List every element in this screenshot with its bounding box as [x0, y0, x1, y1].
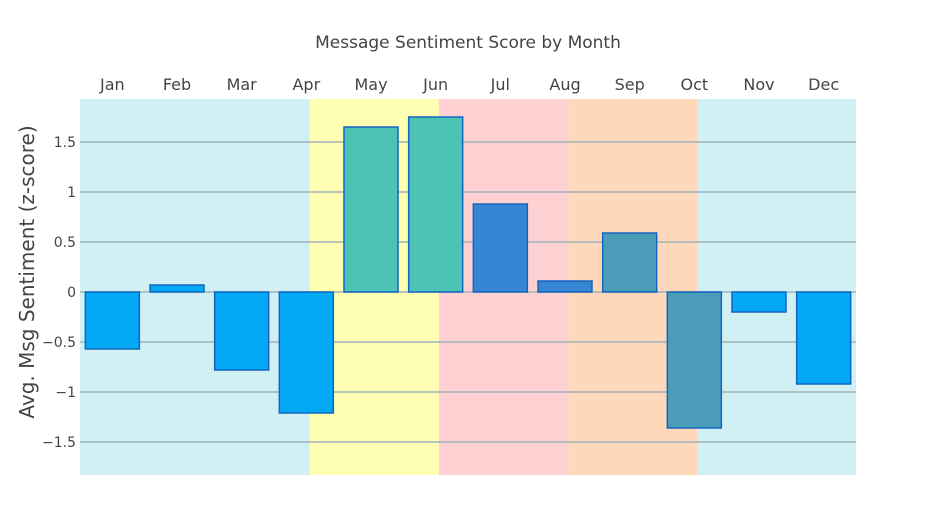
y-axis-label: Avg. Msg Sentiment (z-score) [15, 125, 39, 418]
x-tick-label: Apr [292, 75, 320, 94]
x-tick-label: Jul [490, 75, 510, 94]
x-tick-label: Mar [227, 75, 258, 94]
x-tick-label: Sep [615, 75, 645, 94]
bar-oct [666, 291, 723, 429]
x-tick-label: May [354, 75, 387, 94]
bar-may [343, 126, 399, 293]
bar-apr [278, 291, 335, 414]
x-tick-label: Feb [163, 75, 191, 94]
bar-sep [601, 232, 658, 293]
gridlines [80, 141, 856, 443]
y-tick-labels: 1.5 1 0.5 0 −0.5 −1 −1.5 [42, 135, 76, 451]
season-band-4 [697, 99, 856, 475]
y-tick-label: −1.5 [42, 435, 76, 451]
bar-aug [537, 280, 593, 293]
y-tick-label: 1.5 [54, 135, 76, 151]
chart-title: Message Sentiment Score by Month [315, 33, 621, 53]
bar-mar [213, 291, 270, 371]
bar-jun [407, 116, 464, 293]
y-tick-label: 1 [67, 185, 76, 201]
bar-jul [472, 203, 529, 293]
y-tick-label: −1 [55, 385, 76, 401]
x-tick-label: Jan [99, 75, 125, 94]
y-tick-label: 0 [67, 285, 76, 301]
bar-jan [84, 291, 141, 350]
x-tick-label: Nov [743, 75, 774, 94]
bar-dec [795, 291, 852, 385]
y-tick-label: −0.5 [42, 335, 76, 351]
x-tick-labels: Jan Feb Mar Apr May Jun Jul Aug Sep Oct Nov Dec [99, 75, 839, 94]
x-tick-label: Dec [808, 75, 839, 94]
bars [84, 116, 852, 429]
x-tick-label: Oct [680, 75, 708, 94]
bar-feb [149, 284, 205, 293]
x-tick-label: Jun [422, 75, 448, 94]
y-tick-label: 0.5 [54, 235, 76, 251]
x-tick-label: Aug [549, 75, 580, 94]
bar-nov [731, 291, 787, 313]
